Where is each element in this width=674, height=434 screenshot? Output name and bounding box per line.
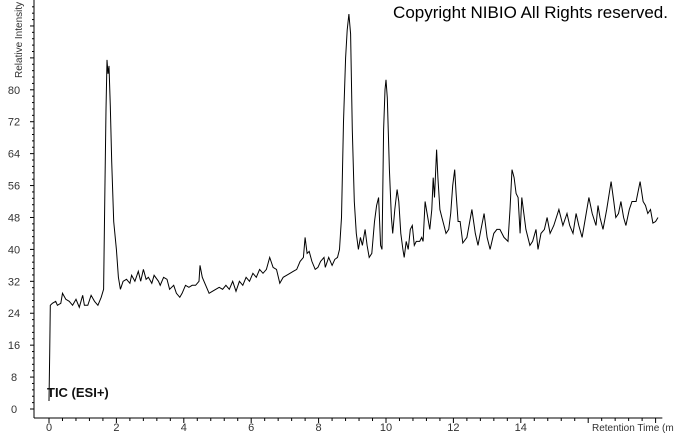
y-tick-label: 56 bbox=[8, 181, 20, 193]
x-tick-label: 0 bbox=[46, 422, 52, 434]
x-tick-label: 12 bbox=[447, 422, 459, 434]
y-tick-label: 16 bbox=[8, 340, 20, 352]
x-tick-label: 6 bbox=[248, 422, 254, 434]
y-tick-label: 0 bbox=[11, 404, 17, 416]
y-tick-label: 72 bbox=[8, 117, 20, 129]
x-tick-label: 10 bbox=[380, 422, 392, 434]
y-axis-label: Relative Intensity bbox=[14, 2, 25, 78]
trace-annotation: TIC (ESI+) bbox=[47, 385, 109, 400]
y-tick-label: 64 bbox=[8, 149, 20, 161]
y-tick-label: 40 bbox=[8, 244, 20, 256]
y-tick-label: 80 bbox=[8, 85, 20, 97]
y-tick-label: 48 bbox=[8, 212, 20, 224]
x-tick-label: 4 bbox=[181, 422, 187, 434]
y-tick-label: 32 bbox=[8, 276, 20, 288]
x-tick-label: 14 bbox=[515, 422, 527, 434]
copyright-notice: Copyright NIBIO All Rights reserved. bbox=[393, 3, 668, 22]
tic-trace-line bbox=[48, 13, 659, 402]
x-axis-label: Retention Time (min) bbox=[592, 423, 674, 434]
x-tick-label: 2 bbox=[113, 422, 119, 434]
x-tick-label: 8 bbox=[316, 422, 322, 434]
y-tick-label: 24 bbox=[8, 308, 20, 320]
y-tick-label: 8 bbox=[11, 372, 17, 384]
